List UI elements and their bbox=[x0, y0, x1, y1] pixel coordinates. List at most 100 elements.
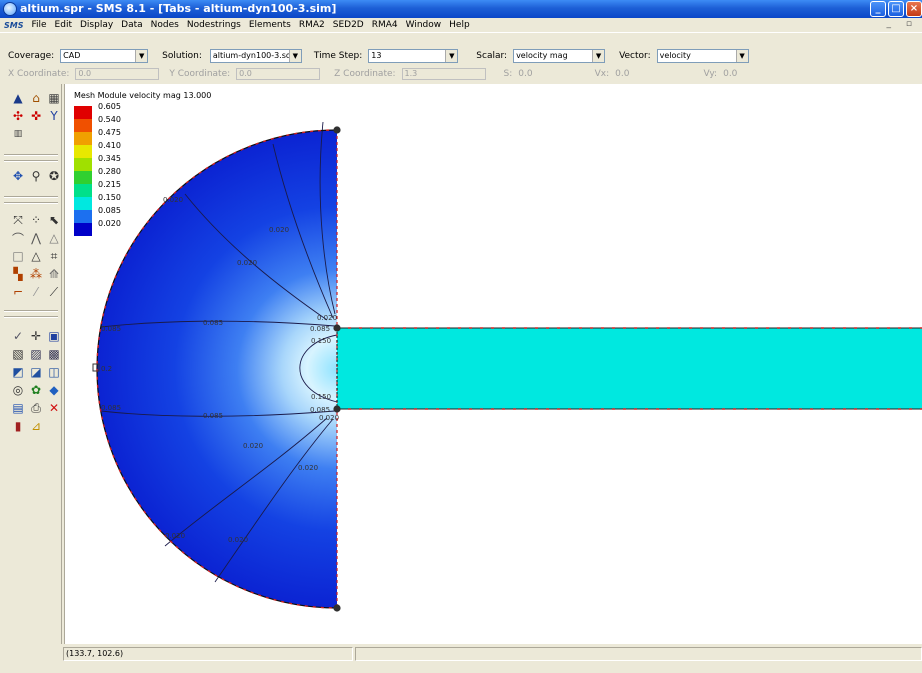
status-message-area bbox=[355, 647, 922, 661]
relax-icon[interactable]: ◫ bbox=[48, 365, 60, 379]
minimize-button[interactable]: _ bbox=[870, 1, 886, 17]
home-icon[interactable]: ▲ bbox=[13, 91, 23, 105]
legend-entry: 0.280 bbox=[74, 167, 121, 184]
title-bar[interactable]: altium.spr - SMS 8.1 - [Tabs - altium-dy… bbox=[0, 0, 922, 18]
refine-icon[interactable]: ◩ bbox=[12, 365, 24, 379]
branch-icon[interactable]: Y bbox=[50, 109, 58, 123]
chevron-down-icon[interactable]: ▼ bbox=[288, 50, 301, 62]
plot-icon[interactable]: ⊿ bbox=[30, 419, 42, 433]
menu-rma2[interactable]: RMA2 bbox=[298, 20, 325, 30]
vector-select[interactable]: velocity ▼ bbox=[656, 49, 749, 63]
menu-sed2d[interactable]: SED2D bbox=[332, 20, 364, 30]
cross-icon[interactable]: ✜ bbox=[30, 109, 42, 123]
x-coordinate-field[interactable]: 0.0 bbox=[75, 68, 160, 80]
draw-line-icon[interactable]: ⟋ bbox=[49, 284, 59, 299]
chevron-down-icon[interactable]: ▼ bbox=[735, 50, 748, 62]
corner-node[interactable] bbox=[333, 126, 341, 134]
pan-icon[interactable]: ✥ bbox=[12, 169, 24, 183]
corner-node[interactable] bbox=[333, 604, 341, 612]
chevron-down-icon[interactable]: ▼ bbox=[445, 50, 458, 62]
selected-node-marker[interactable] bbox=[92, 363, 100, 372]
menu-help[interactable]: Help bbox=[449, 20, 470, 30]
grid-icon[interactable]: ▦ bbox=[48, 91, 60, 105]
delete-icon[interactable]: ✕ bbox=[48, 401, 60, 415]
menu-file[interactable]: File bbox=[31, 20, 47, 30]
maximize-button[interactable]: □ bbox=[888, 1, 904, 17]
scatter-icon[interactable]: ✣ bbox=[12, 109, 24, 123]
nodestring-icon[interactable]: ⌒ bbox=[11, 231, 24, 246]
menu-nodes[interactable]: Nodes bbox=[150, 20, 179, 30]
chevron-down-icon[interactable]: ▼ bbox=[135, 50, 148, 62]
corner-node[interactable] bbox=[333, 324, 341, 332]
display-icon[interactable]: ▣ bbox=[48, 329, 60, 343]
check-icon[interactable]: ✓ bbox=[12, 329, 24, 343]
contour-line bbox=[100, 410, 336, 417]
app-icon[interactable] bbox=[3, 2, 17, 16]
select-element-icon[interactable]: ⬉ bbox=[48, 213, 60, 227]
split-icon[interactable]: ⁂ bbox=[30, 267, 42, 281]
triangle-icon[interactable]: △ bbox=[49, 231, 59, 245]
solution-select[interactable]: altium-dyn100-3.sol ▼ bbox=[209, 49, 302, 63]
menu-window[interactable]: Window bbox=[405, 20, 442, 30]
legend-entry: 0.215 bbox=[74, 180, 121, 197]
menu-rma4[interactable]: RMA4 bbox=[371, 20, 398, 30]
mdi-controls[interactable]: _ ▫ bbox=[886, 19, 918, 29]
mesh-plot[interactable] bbox=[65, 84, 922, 644]
select-node-icon[interactable]: ⤧ bbox=[13, 212, 23, 227]
select-nodes-icon[interactable]: ⁘ bbox=[30, 213, 42, 227]
legend-swatch bbox=[74, 210, 92, 223]
coverage-value: CAD bbox=[63, 51, 81, 60]
vector-label: Vector: bbox=[619, 51, 651, 61]
diagonal-icon[interactable]: ⁄ bbox=[34, 285, 37, 299]
chevron-down-icon[interactable]: ▼ bbox=[592, 50, 605, 62]
legend-entry: 0.085 bbox=[74, 206, 121, 223]
z-coordinate-field[interactable]: 1.3 bbox=[401, 68, 486, 80]
calculator-icon[interactable]: ▤ bbox=[12, 401, 24, 415]
sms-logo-icon[interactable]: SMS bbox=[4, 20, 24, 30]
diamond-icon[interactable]: ◆ bbox=[49, 383, 59, 397]
menu-display[interactable]: Display bbox=[79, 20, 114, 30]
create-quad-icon[interactable]: ⌗ bbox=[50, 248, 58, 263]
create-triangle-icon[interactable]: △ bbox=[31, 249, 41, 263]
menu-data[interactable]: Data bbox=[121, 20, 143, 30]
legend-value: 0.215 bbox=[98, 180, 121, 189]
close-button[interactable]: × bbox=[906, 1, 922, 17]
y-coordinate-field[interactable]: 0.0 bbox=[236, 68, 321, 80]
house-icon[interactable]: ⌂ bbox=[32, 91, 40, 105]
scalar-select[interactable]: velocity mag ▼ bbox=[513, 49, 606, 63]
menu-nodestrings[interactable]: Nodestrings bbox=[186, 20, 241, 30]
tree-icon[interactable]: ✿ bbox=[30, 383, 42, 397]
rotate-icon[interactable]: ✪ bbox=[48, 169, 60, 183]
properties-icon[interactable]: ▩ bbox=[48, 347, 60, 361]
graphics-window[interactable]: Mesh Module velocity mag 13.000 0.605 0.5… bbox=[64, 84, 922, 644]
materials-icon[interactable]: ▨ bbox=[30, 347, 42, 361]
legend-swatch bbox=[74, 197, 92, 210]
legend-entry: 0.345 bbox=[74, 154, 121, 171]
legend-value: 0.540 bbox=[98, 115, 121, 124]
contour-label: 0.085 bbox=[310, 325, 331, 333]
merge-icon[interactable]: ▚ bbox=[13, 267, 23, 281]
zoom-icon[interactable]: ⚲ bbox=[31, 169, 41, 183]
menu-elements[interactable]: Elements bbox=[248, 20, 291, 30]
swap-icon[interactable]: ⟰ bbox=[48, 267, 60, 281]
coverage-select[interactable]: CAD ▼ bbox=[60, 49, 149, 63]
contour-line bbox=[272, 143, 334, 319]
timestep-select[interactable]: 13 ▼ bbox=[368, 49, 459, 63]
corner-node[interactable] bbox=[333, 405, 341, 413]
chart-icon[interactable]: ▥ bbox=[13, 129, 23, 139]
legend-entry: 0.020 bbox=[74, 219, 121, 236]
renumber-icon[interactable]: ▧ bbox=[12, 347, 24, 361]
bar-chart-icon[interactable]: ▮ bbox=[14, 419, 22, 433]
palette-separator bbox=[4, 160, 58, 162]
square-icon[interactable]: □ bbox=[12, 249, 24, 263]
menu-edit[interactable]: Edit bbox=[54, 20, 72, 30]
smooth-icon[interactable]: ◪ bbox=[30, 365, 42, 379]
print-icon[interactable]: ⎙ bbox=[31, 400, 41, 415]
target-icon[interactable]: ◎ bbox=[12, 383, 24, 397]
line-tool-icon[interactable]: ⌐ bbox=[12, 285, 24, 299]
center-icon[interactable]: ✛ bbox=[30, 329, 42, 343]
contour-label: 0.150 bbox=[311, 393, 332, 401]
triangle-select-icon[interactable]: ⋀ bbox=[31, 231, 41, 245]
contour-line bbox=[184, 193, 328, 321]
legend-value: 0.085 bbox=[98, 206, 121, 215]
